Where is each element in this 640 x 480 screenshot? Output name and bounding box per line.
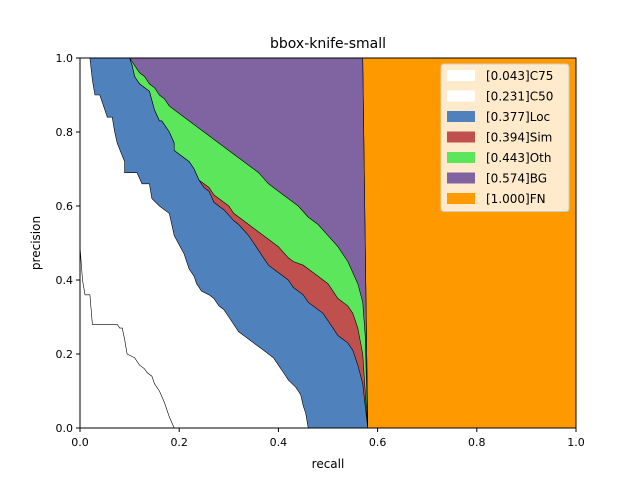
chart-title: bbox-knife-small bbox=[270, 36, 386, 52]
x-tick-label: 0.8 bbox=[468, 436, 486, 449]
x-axis-label: recall bbox=[312, 457, 345, 471]
y-axis-label: precision bbox=[29, 216, 43, 270]
y-tick-label: 0.2 bbox=[56, 348, 74, 361]
area-0-231-c50 bbox=[79, 57, 309, 429]
y-tick-label: 1.0 bbox=[56, 52, 74, 65]
y-tick-label: 0.4 bbox=[56, 274, 74, 287]
axes-frame bbox=[79, 57, 577, 429]
legend-swatch-1-000-fn bbox=[447, 193, 475, 204]
legend-swatch-0-043-c75 bbox=[447, 70, 475, 81]
legend-swatch-0-377-loc bbox=[447, 111, 475, 122]
legend-label-0-443-oth: [0.443]Oth bbox=[486, 151, 551, 165]
y-tick-label: 0.0 bbox=[56, 422, 74, 435]
legend-label-0-394-sim: [0.394]Sim bbox=[486, 131, 552, 145]
legend: [0.043]C75 [0.231]C50 [0.377]Loc [0.394]Sim… bbox=[440, 63, 570, 212]
legend-label-0-043-c75: [0.043]C75 bbox=[486, 69, 553, 83]
y-tick-label: 0.6 bbox=[56, 200, 74, 213]
x-tick-label: 1.0 bbox=[567, 436, 585, 449]
legend-swatch-0-231-c50 bbox=[447, 90, 475, 102]
x-tick-label: 0.4 bbox=[270, 436, 288, 449]
area-0-043-c75 bbox=[79, 58, 175, 429]
legend-swatch-0-394-sim bbox=[447, 131, 475, 143]
x-tick-label: 0.6 bbox=[369, 436, 387, 449]
legend-label-0-231-c50: [0.231]C50 bbox=[486, 90, 553, 104]
legend-swatch-0-443-oth bbox=[447, 152, 475, 163]
legend-label-1-000-fn: [1.000]FN bbox=[486, 192, 546, 206]
x-tick-label: 0.2 bbox=[170, 436, 188, 449]
y-tick-label: 0.8 bbox=[56, 126, 74, 139]
y-axis-ticks: 0.0 0.2 0.4 0.6 0.8 1.0 bbox=[56, 52, 80, 435]
x-axis-ticks: 0.0 0.2 0.4 0.6 0.8 1.0 bbox=[71, 428, 585, 449]
legend-label-0-574-bg: [0.574]BG bbox=[486, 172, 547, 186]
legend-label-0-377-loc: [0.377]Loc bbox=[486, 110, 550, 124]
legend-swatch-0-574-bg bbox=[447, 172, 475, 184]
area-layers bbox=[79, 57, 577, 429]
x-tick-label: 0.0 bbox=[71, 436, 89, 449]
